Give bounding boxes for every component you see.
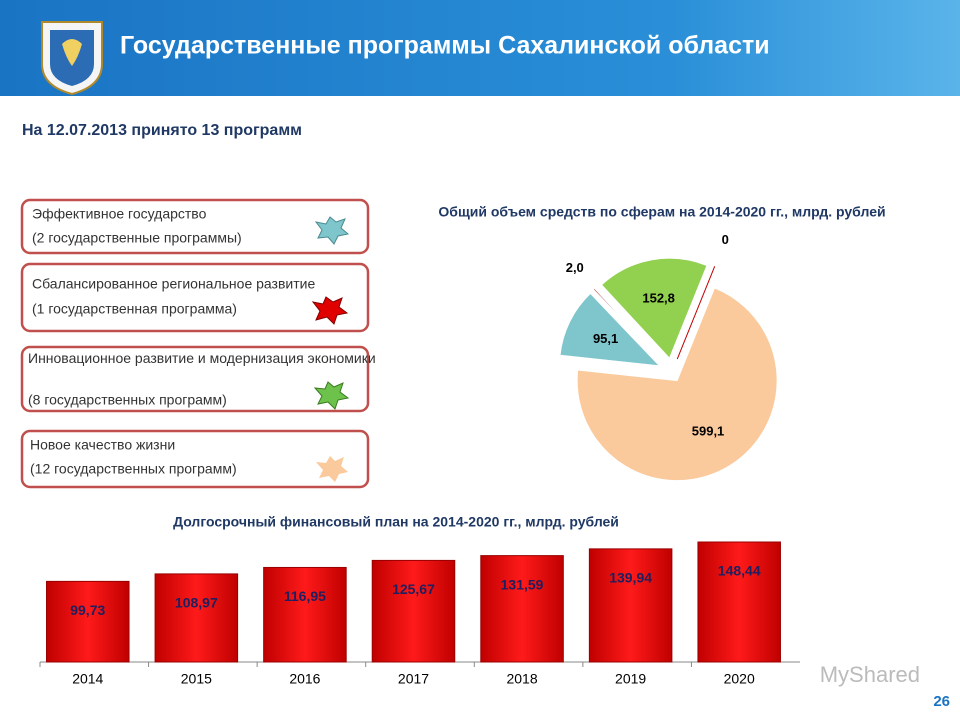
bar-chart: 99,73 2014 108,97 2015 116,95 2016 125,67 2017 1… (39, 541, 800, 687)
star-icon (316, 456, 348, 482)
program-count: (1 государственная программа) (32, 301, 237, 317)
pie-slice (559, 292, 661, 367)
bar-value-label: 139,94 (609, 570, 652, 586)
emblem (41, 21, 103, 96)
bar-title: Долгосрочный финансовый план на 2014-202… (173, 514, 619, 530)
bar-value-label: 116,95 (284, 588, 326, 604)
x-tick-label: 2017 (398, 671, 429, 687)
program-name: Инновационное развитие и модернизация эк… (28, 350, 376, 366)
bar (263, 566, 347, 663)
program-box (20, 198, 370, 255)
header-bar (0, 0, 960, 96)
bar (46, 580, 130, 663)
star-icon (313, 381, 350, 410)
star-icon (311, 296, 349, 325)
pie-slice (592, 287, 663, 363)
program-box (20, 345, 370, 413)
pie-label: 599,1 (692, 423, 725, 438)
program-box (20, 429, 370, 489)
program-name: Сбалансированное региональное развитие (32, 276, 315, 292)
x-tick-label: 2015 (181, 671, 212, 687)
bar (697, 541, 781, 663)
program-count: (8 государственных программ) (28, 392, 227, 408)
page-number: 26 (933, 693, 950, 710)
pie-label: 2,0 (566, 260, 584, 275)
star-icon (314, 216, 350, 245)
bar-value-label: 108,97 (175, 595, 218, 611)
watermark: MyShared (820, 662, 920, 687)
program-count: (12 государственных программ) (30, 461, 237, 477)
bar (371, 559, 456, 663)
pie-chart: 599,1 95,1 2,0 152,8 0 (559, 232, 778, 482)
pie-label: 0 (722, 232, 729, 247)
bar-value-label: 125,67 (392, 581, 435, 597)
bar (480, 555, 564, 663)
pie-slice (676, 266, 716, 360)
program-name: Эффективное государство (32, 206, 207, 222)
pie-label: 152,8 (642, 291, 675, 306)
header-title: Государственные программы Сахалинской об… (120, 32, 770, 60)
program-name: Новое качество жизни (30, 437, 175, 453)
program-name: Инновационное развитие и модернизация эк… (28, 350, 376, 366)
program-boxes: Эффективное государство (2 государственн… (20, 198, 376, 489)
bar (588, 548, 673, 663)
x-tick-label: 2018 (506, 671, 537, 687)
bar (154, 573, 239, 663)
pie-slice (576, 287, 778, 482)
bar-value-label: 131,59 (501, 576, 544, 592)
bar-value-label: 148,44 (718, 563, 761, 579)
pie-label: 95,1 (593, 331, 618, 346)
x-tick-label: 2020 (724, 671, 755, 687)
subtitle: На 12.07.2013 принято 13 программ (22, 122, 302, 139)
x-tick-label: 2014 (72, 671, 103, 687)
pie-slice (600, 257, 708, 360)
bar-value-label: 99,73 (70, 602, 105, 618)
x-tick-label: 2019 (615, 671, 646, 687)
x-tick-label: 2016 (289, 671, 320, 687)
program-box (20, 262, 370, 333)
program-count: (2 государственные программы) (32, 230, 242, 246)
pie-title: Общий объем средств по сферам на 2014-20… (438, 204, 885, 220)
